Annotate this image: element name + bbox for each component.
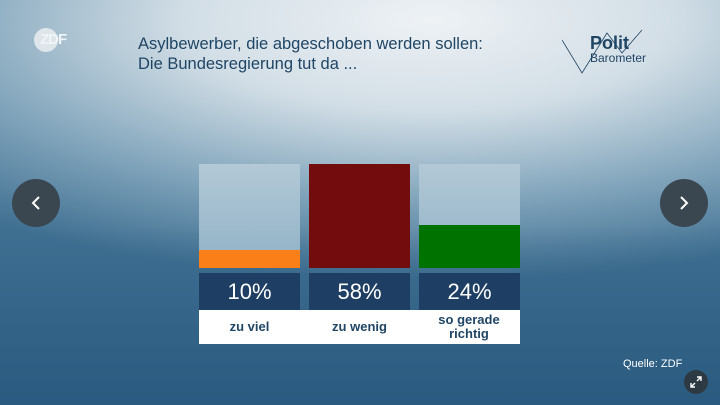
chevron-left-icon <box>31 196 40 210</box>
prev-button[interactable] <box>12 179 60 227</box>
category-label: zu wenig <box>309 310 410 344</box>
category-label: zu viel <box>199 310 300 344</box>
title-line-1: Asylbewerber, die abgeschoben werden sol… <box>138 35 483 53</box>
chevron-right-icon <box>680 196 689 210</box>
expand-button[interactable] <box>684 370 708 394</box>
politbarometer-logo: Polit Barometer <box>562 28 674 76</box>
category-label: so gerade richtig <box>429 310 509 344</box>
zdf-logo: ZDF <box>34 28 67 52</box>
bar-track <box>309 164 410 268</box>
logo-polit: Polit <box>590 33 629 53</box>
expand-icon <box>690 376 702 388</box>
bar <box>199 250 300 268</box>
chart-title: Asylbewerber, die abgeschoben werden sol… <box>138 34 483 74</box>
bar-track <box>419 164 520 268</box>
next-button[interactable] <box>660 179 708 227</box>
logo-barometer: Barometer <box>590 51 647 65</box>
value-label: 10% <box>199 273 300 310</box>
bar <box>309 164 410 268</box>
value-label: 58% <box>309 273 410 310</box>
bar-track <box>199 164 300 268</box>
title-line-2: Die Bundesregierung tut da ... <box>138 55 358 73</box>
value-label: 24% <box>419 273 520 310</box>
bar <box>419 224 520 268</box>
source-label: Quelle: ZDF <box>623 358 683 370</box>
